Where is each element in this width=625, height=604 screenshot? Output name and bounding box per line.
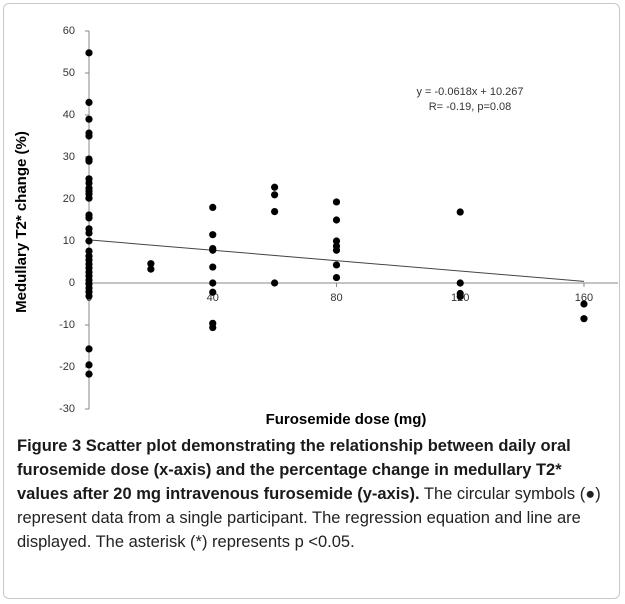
point — [85, 179, 93, 187]
point — [209, 263, 217, 271]
trendline — [88, 239, 585, 282]
x-tick-label: 80 — [330, 292, 342, 304]
point — [271, 279, 279, 287]
y-tick-label: 20 — [63, 193, 75, 205]
point — [85, 247, 93, 255]
point — [332, 198, 341, 206]
y-tick-label: 40 — [63, 109, 75, 121]
y-axis-title: Medullary T2* change (%) — [13, 131, 30, 313]
point — [271, 208, 279, 216]
point — [85, 345, 93, 353]
point — [85, 157, 93, 165]
point — [209, 288, 217, 296]
point — [271, 183, 279, 191]
point — [85, 194, 93, 202]
y-tick-label: 10 — [63, 235, 75, 247]
equation: y = -0.0618x + 10.267 — [416, 86, 523, 98]
point — [85, 292, 93, 300]
x-tick-label: 160 — [575, 292, 593, 304]
point — [456, 292, 464, 301]
point — [209, 323, 217, 332]
point — [580, 300, 588, 308]
point — [332, 261, 341, 269]
y-tick-label: -20 — [59, 361, 75, 373]
point — [85, 115, 93, 123]
point — [580, 315, 588, 323]
point — [85, 132, 93, 140]
y-tick-label: 60 — [63, 25, 75, 37]
point — [332, 246, 341, 254]
y-tick-label: 30 — [63, 151, 75, 163]
stats: R= -0.19, p=0.08 — [429, 101, 512, 113]
point — [209, 203, 217, 211]
x-tick-label: 40 — [207, 292, 219, 304]
point — [209, 231, 217, 239]
y-tick-label: 50 — [63, 67, 75, 79]
point — [332, 237, 341, 245]
point — [85, 370, 93, 378]
point — [85, 237, 93, 245]
point — [85, 214, 93, 222]
x-axis-title: Furosemide dose (mg) — [266, 411, 427, 428]
figure-frame: y = -0.0618x + 10.267 R= -0.19, p=0.08 F… — [3, 3, 620, 599]
y-tick-label: -10 — [59, 319, 75, 331]
y-tick-label: 0 — [69, 277, 75, 289]
point — [456, 279, 464, 287]
point — [209, 246, 217, 254]
point — [147, 265, 155, 273]
point — [85, 98, 93, 106]
point — [209, 279, 217, 287]
point — [332, 273, 341, 282]
caption-title: Figure 3 Scatter plot demonstrating the … — [17, 437, 571, 503]
caption: Figure 3 Scatter plot demonstrating the … — [17, 434, 613, 554]
caption-text: The circular symbols (●) represent data … — [17, 485, 601, 551]
point — [85, 361, 93, 369]
point — [271, 191, 279, 199]
point — [456, 208, 464, 216]
point — [85, 229, 93, 237]
point — [85, 49, 93, 57]
point — [332, 216, 341, 224]
point — [147, 260, 155, 268]
chart: y = -0.0618x + 10.267 R= -0.19, p=0.08 F… — [13, 25, 618, 428]
y-tick-label: -30 — [59, 403, 75, 415]
